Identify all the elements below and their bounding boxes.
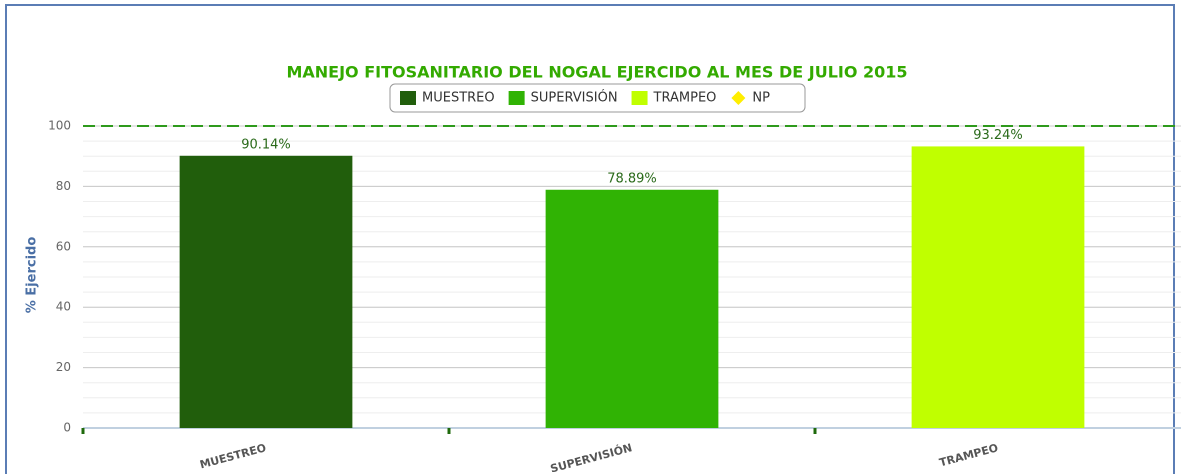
legend-marker — [631, 91, 648, 105]
y-tick-label: 60 — [56, 239, 71, 253]
x-tick-label: TRAMPEO — [938, 441, 1000, 469]
legend-label: MUESTREO — [422, 91, 495, 106]
y-tick-label: 40 — [56, 300, 71, 314]
legend-marker — [400, 91, 416, 105]
data-label: 78.89% — [607, 171, 657, 186]
x-tick-label: MUESTREO — [198, 441, 267, 471]
bar — [545, 189, 719, 428]
legend-marker — [731, 91, 746, 105]
y-tick-label: 20 — [56, 360, 71, 374]
y-axis-title: % Ejercido — [25, 237, 40, 314]
legend-label: SUPERVISIÓN — [531, 90, 618, 106]
legend-label: TRAMPEO — [653, 91, 717, 106]
chart-title: MANEJO FITOSANITARIO DEL NOGAL EJERCIDO … — [286, 63, 907, 82]
legend-box — [389, 83, 806, 113]
data-label: 93.24% — [973, 128, 1023, 143]
legend-marker — [508, 91, 525, 105]
y-tick-label: 100 — [48, 119, 71, 133]
x-tick-label: SUPERVISIÓN — [549, 441, 634, 474]
y-tick-label: 80 — [56, 179, 71, 193]
bar — [911, 146, 1085, 428]
data-label: 90.14% — [241, 137, 291, 152]
bar — [179, 155, 353, 428]
legend-label: NP — [752, 91, 770, 106]
y-tick-label: 0 — [63, 421, 71, 435]
frame — [5, 4, 1175, 474]
